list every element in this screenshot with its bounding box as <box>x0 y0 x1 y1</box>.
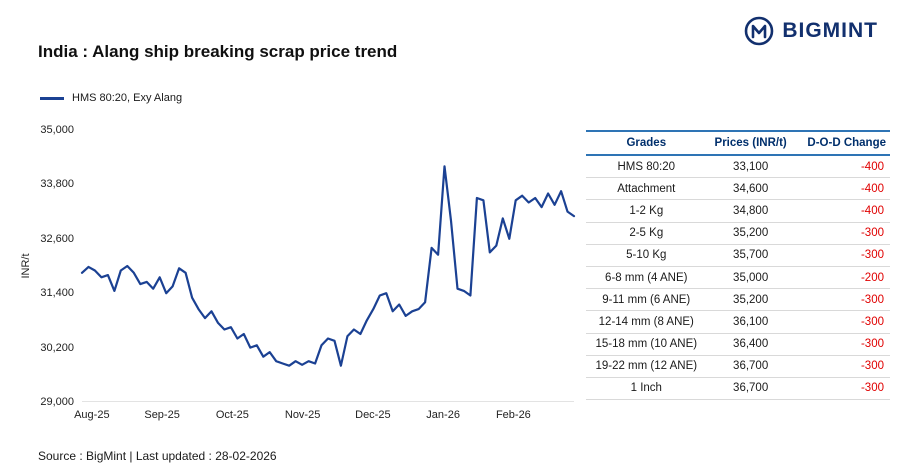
x-tick-label: Jan-26 <box>426 409 460 421</box>
cell-change: -300 <box>794 333 890 356</box>
cell-price: 35,700 <box>706 244 795 267</box>
cell-grade: 5-10 Kg <box>586 244 707 267</box>
y-axis-title: INR/t <box>16 130 36 402</box>
table-row: 15-18 mm (10 ANE) 36,400 -300 <box>586 333 890 356</box>
cell-price: 35,000 <box>706 266 795 290</box>
cell-grade: 1-2 Kg <box>586 199 707 223</box>
table-row: 1-2 Kg 34,800 -400 <box>586 199 890 223</box>
y-axis-ticks: 35,000 33,800 32,600 31,400 30,200 29,000 <box>36 124 82 408</box>
x-tick-label: Dec-25 <box>355 409 391 421</box>
cell-grade: Attachment <box>586 177 707 201</box>
page-title: India : Alang ship breaking scrap price … <box>38 42 398 61</box>
cell-grade: 19-22 mm (12 ANE) <box>586 355 707 378</box>
cell-change: -300 <box>794 244 890 267</box>
table-row: 6-8 mm (4 ANE) 35,000 -200 <box>586 266 890 290</box>
cell-grade: 12-14 mm (8 ANE) <box>586 310 707 334</box>
price-line-svg <box>80 165 576 367</box>
table-row: 1 Inch 36,700 -300 <box>586 377 890 401</box>
cell-change: -300 <box>794 222 890 245</box>
cell-price: 35,200 <box>706 222 795 245</box>
x-tick-label: Oct-25 <box>215 409 249 421</box>
x-tick-label: Sep-25 <box>144 409 180 421</box>
table-row: 9-11 mm (6 ANE) 35,200 -300 <box>586 288 890 312</box>
table-row: 12-14 mm (8 ANE) 36,100 -300 <box>586 310 890 334</box>
table-header-row: Grades Prices (INR/t) D-O-D Change <box>586 130 890 156</box>
cell-change: -300 <box>794 355 890 378</box>
cell-grade: 1 Inch <box>586 377 707 401</box>
header-prices: Prices (INR/t) <box>706 130 795 156</box>
price-line-chart <box>80 130 576 402</box>
legend-label: HMS 80:20, Exy Alang <box>72 92 183 104</box>
y-tick-label: 30,200 <box>40 341 74 354</box>
cell-price: 35,200 <box>706 288 795 312</box>
cell-change: -400 <box>794 199 890 223</box>
x-axis-ticks: Aug-25 Sep-25 Oct-25 Nov-25 Dec-25 Jan-26 Feb-… <box>74 409 574 427</box>
y-tick-label: 31,400 <box>40 287 74 300</box>
table-row: 5-10 Kg 35,700 -300 <box>586 244 890 267</box>
cell-price: 36,400 <box>706 333 795 356</box>
cell-price: 36,700 <box>706 377 795 401</box>
bigmint-logo: BIGMINT <box>744 16 878 46</box>
y-tick-label: 32,600 <box>40 232 74 245</box>
header-grades: Grades <box>586 130 707 156</box>
cell-price: 34,800 <box>706 199 795 223</box>
grades-table-header: Grades Prices (INR/t) D-O-D Change <box>586 130 890 156</box>
cell-change: -300 <box>794 288 890 312</box>
cell-grade: 2-5 Kg <box>586 222 707 245</box>
plot-column: Aug-25 Sep-25 Oct-25 Nov-25 Dec-25 Jan-26 Feb-… <box>74 130 576 427</box>
cell-grade: 9-11 mm (6 ANE) <box>586 288 707 312</box>
source-footer: Source : BigMint | Last updated : 28-02-… <box>38 449 277 463</box>
header-dod-change: D-O-D Change <box>794 130 890 156</box>
y-axis-title-text: INR/t <box>20 253 32 279</box>
x-tick-label: Aug-25 <box>74 409 110 421</box>
table-row: 19-22 mm (12 ANE) 36,700 -300 <box>586 355 890 378</box>
table-row: 2-5 Kg 35,200 -300 <box>586 222 890 245</box>
cell-grade: HMS 80:20 <box>586 155 707 179</box>
cell-change: -400 <box>794 177 890 201</box>
y-tick-label: 29,000 <box>40 396 74 408</box>
cell-change: -400 <box>794 155 890 179</box>
y-tick-label: 35,000 <box>40 124 74 136</box>
cell-price: 34,600 <box>706 177 795 201</box>
table-row: HMS 80:20 33,100 -400 <box>586 155 890 179</box>
grades-price-table: Grades Prices (INR/t) D-O-D Change HMS 8… <box>586 130 890 401</box>
cell-price: 36,100 <box>706 310 795 334</box>
price-chart-area: INR/t 35,000 33,800 32,600 31,400 30,200 29,0… <box>16 124 576 427</box>
cell-change: -200 <box>794 266 890 290</box>
x-tick-label: Feb-26 <box>495 409 531 421</box>
legend-line-swatch <box>40 96 64 100</box>
cell-change: -300 <box>794 310 890 334</box>
cell-change: -300 <box>794 377 890 401</box>
cell-price: 36,700 <box>706 355 795 378</box>
y-tick-label: 33,800 <box>40 178 74 191</box>
bigmint-logo-icon <box>745 16 774 46</box>
table-row: Attachment 34,600 -400 <box>586 177 890 201</box>
cell-grade: 15-18 mm (10 ANE) <box>586 333 707 356</box>
x-tick-label: Nov-25 <box>284 409 321 421</box>
cell-grade: 6-8 mm (4 ANE) <box>586 266 707 290</box>
cell-price: 33,100 <box>706 155 795 179</box>
bigmint-logo-text: BIGMINT <box>782 19 878 42</box>
grades-table-body: HMS 80:20 33,100 -400 Attachment 34,600 -400 1… <box>586 155 890 401</box>
chart-legend: HMS 80:20, Exy Alang <box>40 92 182 104</box>
